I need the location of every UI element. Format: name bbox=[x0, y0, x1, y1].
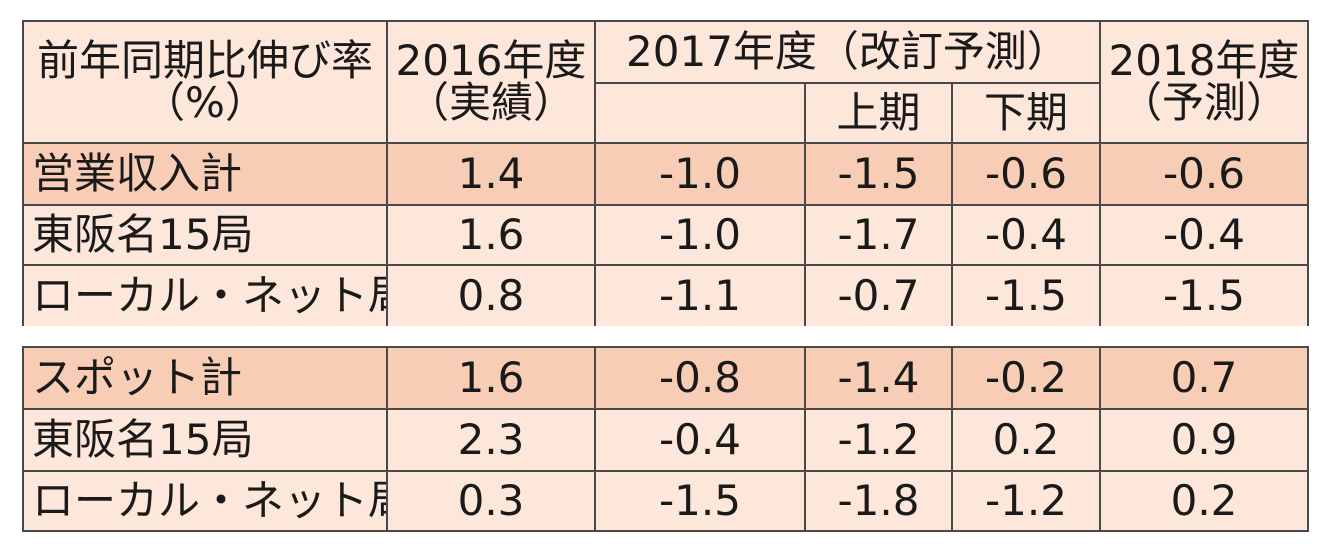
cell-2017: -1.0 bbox=[594, 142, 806, 206]
header-2017: 2017年度（改訂予測） bbox=[594, 20, 1101, 84]
cell-2017-h1: -1.5 bbox=[804, 142, 953, 206]
cell-2016: 0.8 bbox=[386, 264, 596, 328]
cell-2018: 0.9 bbox=[1099, 408, 1309, 472]
cell-2017-h1: -1.4 bbox=[804, 346, 953, 410]
header-2017-spacer bbox=[594, 82, 806, 144]
row-label: スポット計 bbox=[22, 346, 388, 410]
header-2018-line2: （予測） bbox=[1119, 78, 1288, 127]
cell-2017: -1.0 bbox=[594, 204, 806, 266]
row-label: ローカル・ネット局 bbox=[22, 470, 410, 532]
cell-2017-h1: -1.7 bbox=[804, 204, 953, 266]
cell-2016: 1.6 bbox=[386, 204, 596, 266]
cell-2017-h2: -1.5 bbox=[951, 264, 1101, 328]
header-2018: 2018年度 （予測） bbox=[1099, 20, 1309, 144]
row-label: 東阪名15局 bbox=[22, 204, 388, 266]
cell-2016: 1.6 bbox=[386, 346, 596, 410]
cell-2017-h1: -1.2 bbox=[804, 408, 953, 472]
header-2016: 2016年度 （実績） bbox=[386, 20, 596, 144]
group-separator bbox=[22, 326, 1309, 348]
cell-2017: -0.8 bbox=[594, 346, 806, 410]
cell-2017-h2: -1.2 bbox=[951, 470, 1101, 532]
cell-2016: 1.4 bbox=[386, 142, 596, 206]
header-2017-h1: 上期 bbox=[804, 82, 953, 144]
cell-2018: 0.2 bbox=[1099, 470, 1309, 532]
cell-2018: 0.7 bbox=[1099, 346, 1309, 410]
cell-2018: -0.6 bbox=[1099, 142, 1309, 206]
cell-2017-h2: 0.2 bbox=[951, 408, 1101, 472]
cell-2016: 2.3 bbox=[386, 408, 596, 472]
cell-2017-h1: -1.8 bbox=[804, 470, 953, 532]
cell-2018: -1.5 bbox=[1099, 264, 1309, 328]
cell-2017: -1.1 bbox=[594, 264, 806, 328]
header-2017-h1-label: 上期 bbox=[836, 88, 921, 137]
cell-2017-h2: -0.2 bbox=[951, 346, 1101, 410]
cell-2017-h1: -0.7 bbox=[804, 264, 953, 328]
row-label: 営業収入計 bbox=[22, 142, 388, 206]
cell-2017: -0.4 bbox=[594, 408, 806, 472]
cell-2017-h2: -0.4 bbox=[951, 204, 1101, 266]
header-metric-line2: （%） bbox=[143, 78, 267, 127]
header-2016-line1: 2016年度 bbox=[395, 36, 587, 85]
row-label: 東阪名15局 bbox=[22, 408, 388, 472]
header-metric-line1: 前年同期比伸び率 bbox=[36, 36, 373, 85]
header-2016-line2: （実績） bbox=[406, 78, 575, 127]
cell-2017: -1.5 bbox=[594, 470, 806, 532]
header-2017-label: 2017年度（改訂予測） bbox=[626, 27, 1069, 76]
row-label: ローカル・ネット局 bbox=[22, 264, 410, 328]
cell-2018: -0.4 bbox=[1099, 204, 1309, 266]
header-2017-h2-label: 下期 bbox=[983, 88, 1068, 137]
header-2017-h2: 下期 bbox=[951, 82, 1101, 144]
cell-2017-h2: -0.6 bbox=[951, 142, 1101, 206]
header-2018-line1: 2018年度 bbox=[1108, 36, 1300, 85]
cell-2016: 0.3 bbox=[386, 470, 596, 532]
header-metric: 前年同期比伸び率 （%） bbox=[22, 20, 388, 144]
